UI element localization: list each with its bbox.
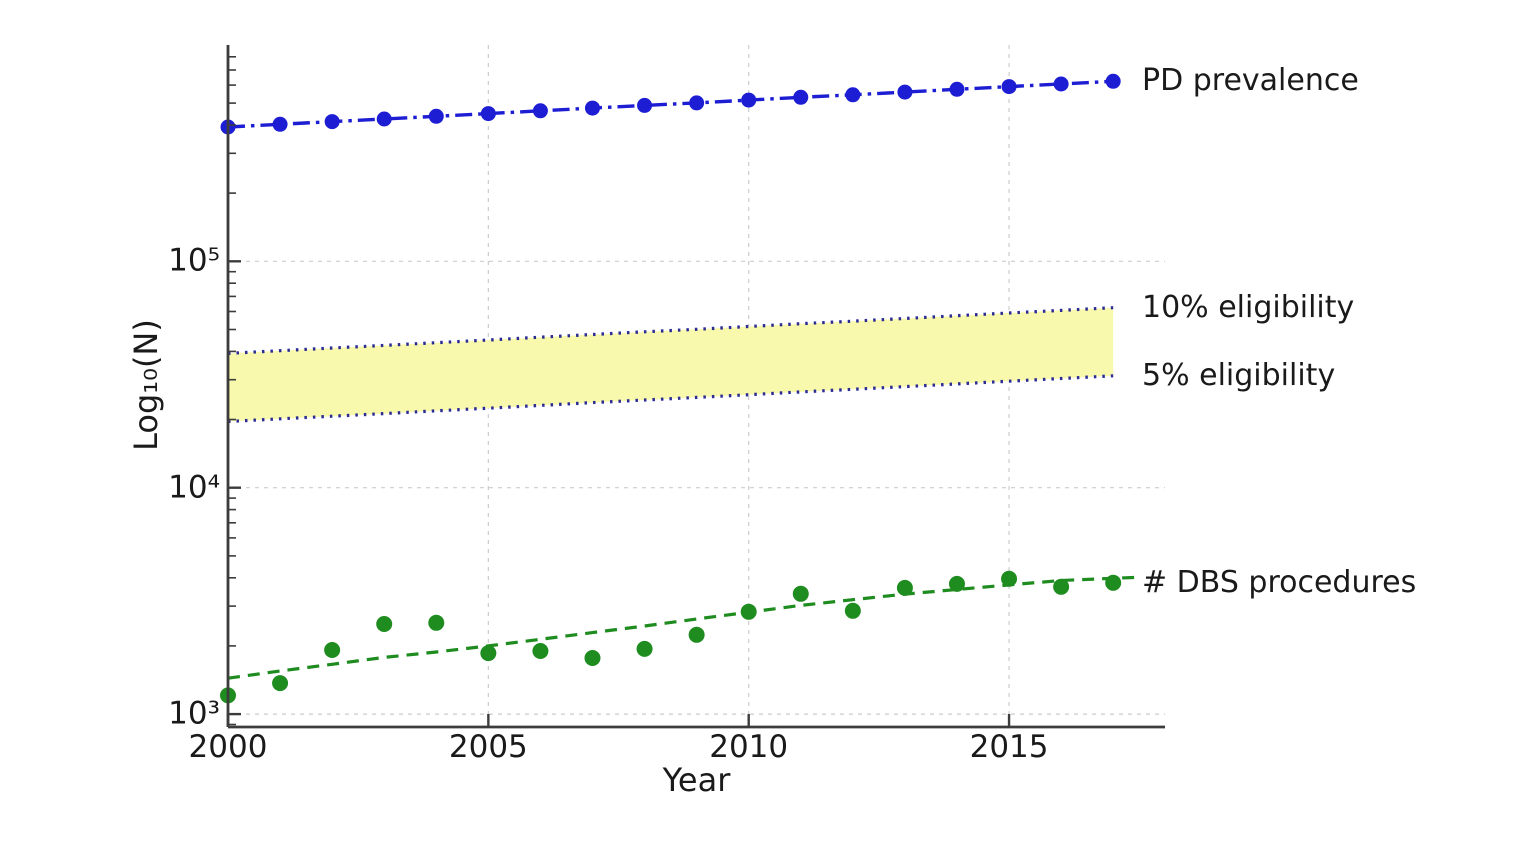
x-tick-label: 2000 <box>188 729 268 765</box>
x-tick-label: 2010 <box>709 729 789 765</box>
y-tick-label: 10⁵ <box>168 242 220 279</box>
x-tick-label: 2005 <box>448 729 528 765</box>
pd-prevalence-markers <box>220 73 1121 135</box>
dbs-scatter-markers <box>220 570 1122 704</box>
x-axis-title: Year <box>662 761 731 799</box>
annotation-5pct-eligibility: 5% eligibility <box>1142 357 1336 393</box>
y-tick-label: 10³ <box>168 695 220 732</box>
pd-prevalence-line <box>227 79 1114 129</box>
axis-ticks <box>226 55 1011 727</box>
annotation-dbs-procedures: # DBS procedures <box>1142 564 1417 600</box>
dbs-trend-line <box>227 575 1140 680</box>
annotation-pd-prevalence: PD prevalence <box>1142 63 1359 99</box>
y-tick-label: 10⁴ <box>168 469 220 506</box>
annotation-10pct-eligibility: 10% eligibility <box>1142 289 1355 325</box>
y-axis-title: Log₁₀(N) <box>127 319 165 451</box>
x-tick-label: 2015 <box>969 729 1049 765</box>
eligibility-5pct-line <box>227 374 1114 424</box>
eligibility-10pct-line <box>227 306 1114 355</box>
eligibility-band <box>228 307 1114 422</box>
